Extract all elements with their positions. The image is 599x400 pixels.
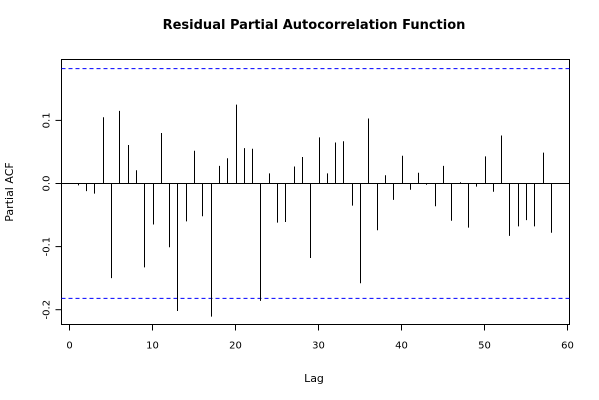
- x-axis-label: Lag: [304, 372, 324, 385]
- y-axis: -0.2 -0.1 0.0 0.1: [42, 112, 62, 319]
- x-tick-label: 0: [66, 341, 72, 352]
- x-tick-label: 40: [395, 341, 408, 352]
- y-tick-label: -0.2: [42, 300, 53, 320]
- y-tick-label: -0.1: [42, 237, 53, 257]
- y-tick-label: 0.1: [42, 112, 53, 128]
- x-tick-label: 20: [229, 341, 242, 352]
- x-tick-label: 60: [561, 341, 574, 352]
- x-tick-label: 50: [478, 341, 491, 352]
- x-tick-label: 30: [312, 341, 325, 352]
- x-tick-label: 10: [146, 341, 159, 352]
- pacf-bars: [78, 104, 552, 317]
- y-axis-label: Partial ACF: [3, 162, 16, 221]
- y-tick-label: 0.0: [42, 176, 53, 192]
- chart-title: Residual Partial Autocorrelation Functio…: [163, 18, 466, 33]
- x-axis: 0 10 20 30 40 50 60: [66, 324, 574, 352]
- plot-frame: [61, 59, 570, 325]
